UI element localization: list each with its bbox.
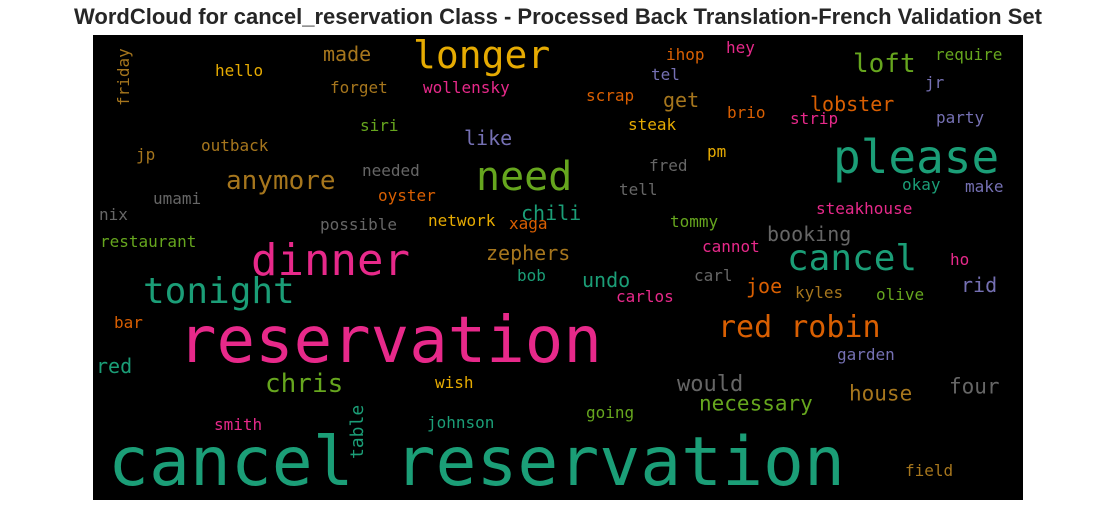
word-red: red (96, 354, 133, 378)
word-kyles: kyles (795, 283, 844, 302)
word-okay: okay (902, 175, 941, 194)
word-require: require (935, 45, 1003, 64)
word-longer: longer (413, 35, 551, 77)
word-rid: rid (961, 273, 998, 297)
word-made: made (323, 42, 372, 66)
word-lobster: lobster (810, 92, 895, 116)
word-jp: jp (136, 145, 156, 164)
word-house: house (849, 381, 913, 406)
word-cancel-reservation: cancel reservation (108, 423, 845, 500)
word-bar: bar (114, 313, 143, 332)
wordcloud-canvas: cancel reservation reservation please dinne… (93, 35, 1023, 500)
word-bob: bob (517, 266, 546, 285)
word-nix: nix (99, 205, 128, 224)
word-pm: pm (707, 142, 727, 161)
word-friday: friday (114, 48, 133, 106)
word-ihop: ihop (666, 45, 705, 64)
word-zephers: zephers (486, 241, 571, 265)
word-joe: joe (746, 274, 783, 298)
word-olive: olive (876, 285, 925, 304)
word-would: would (677, 372, 744, 397)
word-like: like (464, 126, 513, 150)
word-hey: hey (726, 38, 755, 57)
word-cancel: cancel (787, 238, 918, 279)
word-smith: smith (214, 415, 263, 434)
word-jr: jr (925, 73, 945, 92)
word-steakhouse: steakhouse (816, 199, 913, 218)
word-chili: chili (521, 201, 582, 225)
word-steak: steak (628, 115, 677, 134)
word-wish: wish (435, 373, 474, 392)
word-outback: outback (201, 136, 269, 155)
word-table: table (347, 404, 368, 459)
word-carlos: carlos (616, 287, 674, 306)
word-red-robin: red robin (718, 310, 881, 345)
word-four: four (949, 374, 1000, 399)
word-fred: fred (649, 156, 688, 175)
word-garden: garden (837, 345, 895, 364)
word-party: party (936, 108, 985, 127)
word-anymore: anymore (226, 166, 336, 196)
word-possible: possible (320, 215, 398, 234)
word-umami: umami (153, 189, 202, 208)
word-xaga: xaga (509, 214, 548, 233)
word-wollensky: wollensky (423, 78, 510, 97)
word-make: make (965, 177, 1004, 196)
word-brio: brio (727, 103, 766, 122)
word-dinner: dinner (251, 235, 410, 286)
word-strip: strip (790, 109, 839, 128)
word-siri: siri (360, 116, 399, 135)
word-reservation: reservation (178, 304, 602, 378)
word-hello: hello (215, 61, 264, 80)
word-chris: chris (265, 369, 344, 399)
word-necessary: necessary (699, 391, 813, 416)
word-undo: undo (582, 268, 631, 292)
word-booking: booking (767, 222, 852, 246)
word-forget: forget (330, 78, 388, 97)
word-tell: tell (619, 180, 658, 199)
word-tonight: tonight (143, 271, 295, 312)
word-needed: needed (362, 161, 420, 180)
word-going: going (586, 403, 635, 422)
word-get: get (663, 88, 700, 112)
word-scrap: scrap (586, 86, 635, 105)
chart-title: WordCloud for cancel_reservation Class -… (74, 4, 1042, 29)
word-oyster: oyster (378, 186, 436, 205)
word-ho: ho (950, 250, 970, 269)
word-please: please (833, 130, 1000, 184)
word-field: field (905, 461, 954, 480)
word-tommy: tommy (670, 212, 719, 231)
word-loft: loft (853, 49, 916, 79)
word-johnson: johnson (427, 413, 495, 432)
word-restaurant: restaurant (100, 232, 197, 251)
word-tel: tel (651, 65, 680, 84)
word-cannot: cannot (702, 237, 760, 256)
word-network: network (428, 211, 496, 230)
word-carl: carl (694, 266, 733, 285)
word-need: need (476, 154, 573, 200)
